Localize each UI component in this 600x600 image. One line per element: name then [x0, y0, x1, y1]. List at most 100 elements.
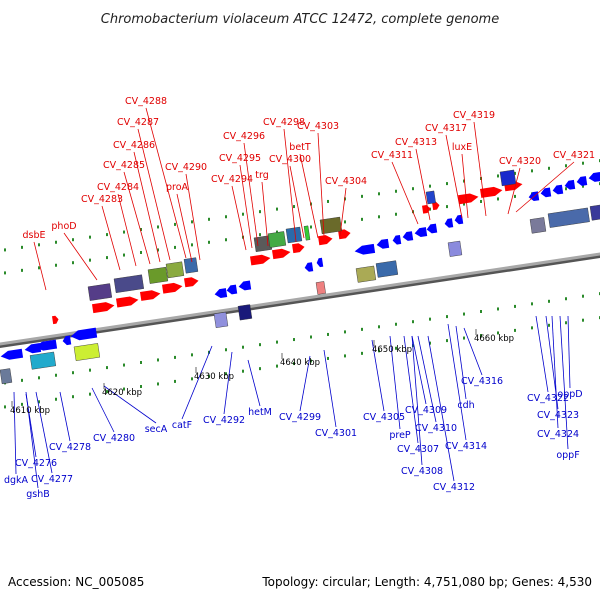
reverse-gene-label: gshB — [26, 489, 50, 500]
track-dot — [565, 297, 567, 301]
forward-gene-label: CV_4288 — [125, 96, 167, 107]
track-dot — [21, 245, 23, 249]
domain-box — [499, 169, 517, 187]
domain-box — [0, 368, 13, 385]
gene-arrow-forward — [292, 243, 305, 254]
map-title: Chromobacterium violaceum ATCC 12472, co… — [101, 12, 499, 27]
track-dot — [446, 315, 448, 319]
reverse-gene-leader — [447, 323, 467, 441]
forward-gene-label: CV_4294 — [211, 174, 253, 185]
track-dot — [582, 161, 584, 165]
forward-gene-label: CV_4286 — [113, 140, 155, 151]
track-dot — [480, 334, 482, 337]
track-dot — [123, 387, 125, 391]
reverse-gene-leader — [91, 387, 115, 433]
domain-box — [267, 231, 287, 248]
track-dot — [276, 340, 278, 344]
forward-gene-leader — [391, 161, 419, 225]
gene-arrow-reverse — [238, 280, 252, 291]
forward-gene-leader — [415, 148, 431, 221]
track-dot — [514, 304, 516, 308]
track-dot — [344, 354, 346, 358]
track-dot — [259, 233, 261, 237]
track-dot — [531, 326, 533, 330]
track-dot — [157, 248, 159, 252]
kbp-tick-label: 4640 kbp — [280, 358, 320, 368]
track-dot — [378, 349, 380, 353]
track-dot — [208, 374, 210, 378]
forward-gene-leader — [33, 241, 47, 291]
track-dot — [208, 240, 210, 244]
forward-gene-label: CV_4321 — [553, 150, 595, 161]
gene-arrow-reverse — [354, 243, 376, 255]
forward-gene-leader — [63, 232, 98, 281]
track-dot — [123, 253, 125, 257]
track-dot — [157, 358, 159, 362]
gene-arrow-reverse — [392, 235, 402, 245]
track-dot — [395, 322, 397, 326]
forward-gene-leader — [231, 185, 247, 251]
track-dot — [395, 212, 397, 216]
reverse-gene-leader — [455, 325, 467, 400]
forward-gene-leader — [473, 121, 487, 217]
reverse-gene-leader — [323, 349, 337, 428]
track-dot — [259, 367, 261, 371]
forward-gene-leader — [176, 193, 193, 263]
genome-summary-text: Topology: circular; Length: 4,751,080 bp… — [262, 575, 592, 589]
track-dot — [208, 217, 210, 221]
forward-gene-label: CV_4320 — [499, 156, 541, 167]
track-dot — [327, 199, 329, 203]
gene-arrow-forward — [480, 186, 503, 198]
track-dot — [89, 368, 91, 372]
reverse-gene-label: CV_4322 — [527, 393, 569, 404]
track-dot — [446, 339, 448, 343]
track-dot — [446, 205, 448, 209]
track-dot — [140, 361, 142, 364]
track-dot — [72, 261, 74, 265]
track-dot — [55, 240, 57, 244]
track-dot — [106, 256, 108, 260]
forward-gene-leader — [239, 164, 253, 249]
gene-arrow-forward — [272, 248, 291, 260]
gene-arrow-reverse — [214, 288, 228, 298]
forward-gene-label: betT — [289, 142, 311, 153]
label-leaders-layer — [13, 107, 575, 489]
track-dot — [548, 299, 550, 303]
track-dot — [514, 194, 516, 198]
gene-arrow-forward — [116, 296, 139, 308]
genes-layer — [0, 169, 600, 385]
forward-gene-leader — [317, 132, 325, 237]
forward-gene-leader — [461, 153, 469, 219]
forward-gene-label: CV_4296 — [223, 131, 265, 142]
gene-arrow-forward — [92, 302, 115, 314]
track-dot — [191, 377, 193, 381]
kbp-tick-label: 4610 kbp — [10, 406, 50, 416]
track-dot — [157, 225, 159, 229]
reverse-gene-label: CV_4307 — [397, 444, 439, 455]
track-dot — [514, 328, 516, 332]
track-dot — [463, 336, 465, 340]
reverse-gene-label: CV_4309 — [405, 405, 447, 416]
gene-arrow-reverse — [552, 184, 564, 195]
gene-arrow-forward — [458, 193, 479, 205]
domain-box — [447, 240, 463, 257]
track-dot — [123, 363, 125, 367]
domain-box — [87, 283, 113, 301]
forward-gene-label: phoD — [51, 221, 76, 232]
track-dot — [344, 220, 346, 224]
domain-box — [303, 225, 311, 241]
reverse-gene-label: CV_4276 — [15, 458, 57, 469]
gene-arrow-reverse — [0, 348, 24, 360]
track-dot — [106, 233, 108, 237]
track-dot — [480, 200, 482, 203]
forward-gene-leader — [261, 181, 269, 247]
kbp-tick-label: 4660 kbp — [474, 334, 514, 344]
track-dot — [4, 248, 6, 252]
forward-gene-label: CV_4290 — [165, 162, 207, 173]
track-dot — [361, 194, 363, 198]
gene-arrow-forward — [432, 201, 440, 211]
reverse-gene-label: hetM — [248, 407, 272, 418]
track-dot — [259, 343, 261, 347]
track-dot — [276, 364, 278, 368]
